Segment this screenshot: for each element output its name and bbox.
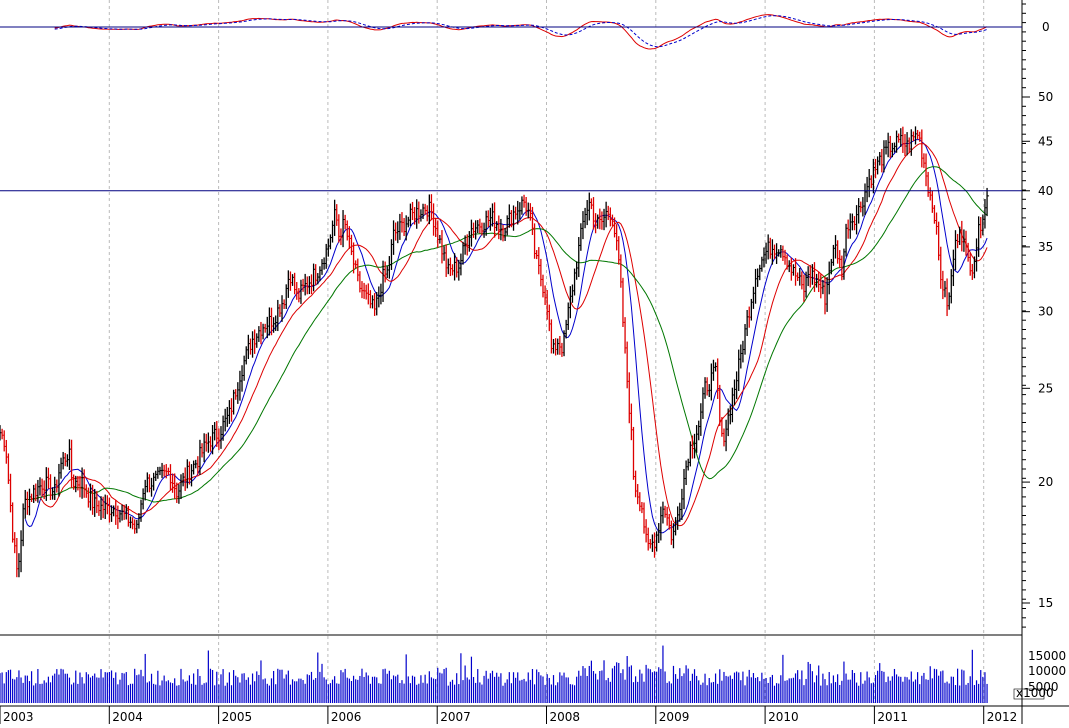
oscillator-tick-label: 0	[1042, 20, 1050, 34]
x-tick-label-2008: 2008	[550, 710, 581, 724]
x-tick-label-2005: 2005	[222, 710, 253, 724]
macd-signal-line	[54, 15, 988, 48]
x-tick-label-2010: 2010	[768, 710, 799, 724]
x-tick-label-2003: 2003	[3, 710, 34, 724]
grid-lines	[108, 0, 985, 703]
volume-tick-label: 5000	[1028, 680, 1059, 694]
volume-unit-box	[1013, 688, 1045, 700]
price-tick-label: 35	[1038, 240, 1053, 254]
x-tick-label-2006: 2006	[331, 710, 362, 724]
price-tick-label: 25	[1038, 381, 1053, 395]
volume-tick-label: 15000	[1028, 649, 1066, 663]
price-bars	[0, 126, 990, 578]
oscillator-lines	[54, 14, 988, 50]
volume-tick-label: 10000	[1028, 664, 1066, 678]
macd-line	[54, 14, 988, 50]
price-tick-label: 15	[1038, 596, 1053, 610]
volume-bars	[0, 645, 988, 703]
x-tick-label-2004: 2004	[112, 710, 143, 724]
ma-long-line	[25, 166, 988, 503]
x-tick-label-2007: 2007	[440, 710, 471, 724]
ma-short-line	[24, 138, 988, 534]
x-tick-label-2012: 2012	[987, 710, 1018, 724]
volume-unit-label: x1000	[1016, 686, 1054, 700]
price-tick-label: 50	[1038, 90, 1053, 104]
x-tick-label-2009: 2009	[659, 710, 690, 724]
price-tick-label: 20	[1038, 475, 1053, 489]
price-tick-label: 45	[1038, 134, 1053, 148]
moving-averages	[24, 138, 988, 534]
x-tick-label-2011: 2011	[877, 710, 908, 724]
price-tick-label: 40	[1038, 184, 1053, 198]
ma-mid-line	[25, 143, 988, 527]
price-tick-label: 30	[1038, 305, 1053, 319]
